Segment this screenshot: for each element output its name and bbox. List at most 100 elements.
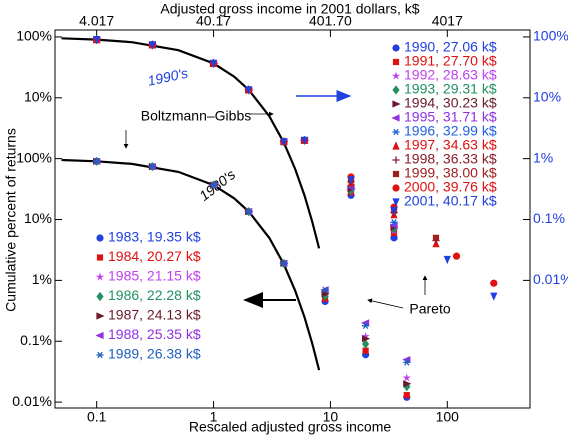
x2-tick-label: 401.70 — [309, 13, 352, 29]
legend-marker — [96, 291, 104, 302]
legend-label: 1988, 25.35 k$ — [108, 326, 201, 342]
y-tick-label: 0.01% — [12, 393, 52, 409]
point — [148, 163, 157, 170]
y-tick-label: 10% — [24, 210, 52, 226]
legend-label: 1990, 27.06 k$ — [404, 39, 497, 55]
legend-label: 1983, 19.35 k$ — [108, 229, 201, 245]
y2-tick-label: 100% — [533, 28, 568, 44]
legend-marker — [392, 184, 400, 192]
legend-label: 1992, 28.63 k$ — [404, 67, 497, 83]
point — [362, 347, 369, 354]
x2-tick-label: 40.17 — [196, 13, 231, 29]
pointer — [367, 298, 404, 309]
legend-marker — [392, 128, 400, 136]
legend-label: 1991, 27.70 k$ — [404, 53, 497, 69]
point — [280, 138, 288, 147]
point — [443, 255, 451, 265]
x-axis-title: Rescaled adjusted gross income — [189, 419, 392, 435]
legend-marker — [392, 85, 400, 95]
point — [209, 181, 218, 189]
point — [402, 373, 411, 382]
y2-tick-label: 10% — [533, 88, 561, 104]
x-tick-label: 10 — [323, 409, 339, 425]
legend-label: 1994, 30.23 k$ — [404, 95, 497, 111]
y-tick-label: 0.1% — [20, 332, 52, 348]
y2-tick-label: 0.1% — [533, 210, 565, 226]
legend-marker — [391, 114, 400, 122]
y-tick-label: 1% — [32, 271, 52, 287]
x-tick-label: 0.1 — [87, 409, 107, 425]
y2-tick-label: 0.01% — [533, 271, 568, 287]
y2-tick-label: 1% — [533, 149, 553, 165]
legend-marker — [392, 170, 400, 178]
point — [390, 219, 398, 226]
legend-label: 1997, 34.63 k$ — [404, 137, 497, 153]
point — [362, 339, 370, 349]
legend-marker — [392, 44, 400, 52]
legend-marker — [391, 71, 401, 80]
point — [403, 359, 411, 366]
point — [362, 322, 370, 329]
point — [362, 335, 371, 343]
point — [403, 392, 410, 399]
y-tick-label: 100% — [16, 28, 52, 44]
legend-label: 2001, 40.17 k$ — [404, 193, 497, 209]
x2-tick-label: 4.017 — [79, 13, 114, 29]
legend-marker — [96, 234, 104, 242]
legend-marker — [96, 351, 104, 359]
point — [490, 292, 498, 301]
point — [403, 380, 412, 388]
y-tick-label: 10% — [24, 88, 52, 104]
legend-label: 1995, 31.71 k$ — [404, 109, 497, 125]
point — [321, 286, 329, 294]
point — [490, 279, 498, 287]
point — [148, 41, 156, 50]
point — [209, 59, 218, 68]
legend-label: 2000, 39.76 k$ — [404, 179, 497, 195]
point — [93, 158, 101, 165]
point — [402, 356, 411, 364]
point — [403, 382, 411, 392]
legend-label: 1985, 21.15 k$ — [108, 268, 201, 284]
point — [93, 36, 101, 45]
legend-marker — [96, 254, 104, 261]
top-axis-title: Adjusted gross income in 2001 dollars, k… — [160, 1, 419, 17]
plot-frame — [54, 29, 531, 409]
legend-marker — [392, 58, 400, 66]
legend-label: 1986, 22.28 k$ — [108, 287, 201, 303]
legend-marker — [392, 156, 400, 164]
legend-label: 1984, 20.27 k$ — [108, 248, 201, 264]
x2-tick-label: 4017 — [432, 13, 463, 29]
y-tick-label: 100% — [16, 149, 52, 165]
annotation: Boltzmann–Gibbs — [141, 108, 252, 124]
point — [280, 260, 288, 267]
annotation: 1990's — [146, 65, 189, 89]
legend-label: 1998, 36.33 k$ — [404, 151, 497, 167]
legend-label: 1993, 29.31 k$ — [404, 81, 497, 97]
x-tick-label: 1 — [210, 409, 218, 425]
legend-marker — [392, 198, 400, 207]
legend-marker — [96, 312, 105, 320]
annotation: Pareto — [409, 301, 450, 317]
point — [300, 136, 309, 145]
point — [245, 208, 253, 215]
legend-label: 1999, 38.00 k$ — [404, 165, 497, 181]
point — [245, 86, 253, 95]
point — [390, 207, 398, 216]
point — [361, 332, 370, 340]
point — [452, 252, 461, 260]
point — [432, 234, 440, 241]
legend-label: 1987, 24.13 k$ — [108, 307, 201, 323]
plot-area — [61, 35, 498, 401]
point — [321, 291, 329, 301]
point — [347, 176, 355, 185]
legend-label: 1989, 26.38 k$ — [108, 346, 201, 362]
legend-marker — [95, 272, 105, 281]
legend-marker — [392, 100, 401, 108]
legend-label: 1996, 32.99 k$ — [404, 123, 497, 139]
x-tick-label: 100 — [436, 409, 460, 425]
legend-marker — [95, 331, 104, 340]
legend-marker — [392, 141, 400, 150]
y-axis-title: Cumulative percent of returns — [3, 128, 19, 312]
